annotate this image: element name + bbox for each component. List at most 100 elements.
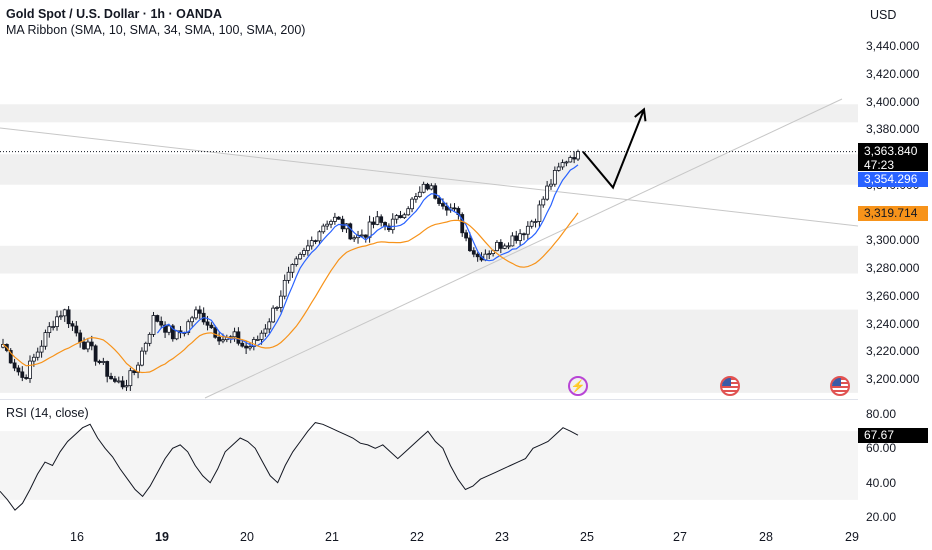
candle-body	[510, 235, 515, 247]
candle	[406, 206, 411, 216]
candle	[105, 360, 110, 383]
candle-body	[352, 237, 357, 240]
current-price-value: 3,363.840	[864, 144, 918, 158]
candle	[398, 210, 403, 219]
candle-body	[340, 218, 345, 230]
candle-body	[209, 324, 214, 329]
price-tick-label: 3,220.000	[866, 344, 920, 359]
candle-body	[28, 360, 32, 379]
price-tick-label: 3,440.000	[866, 39, 920, 53]
candle	[97, 359, 102, 365]
candle-body	[93, 345, 98, 362]
candle-body	[58, 315, 63, 318]
candle	[267, 318, 272, 334]
candle	[410, 197, 414, 213]
rsi-legend[interactable]: RSI (14, close)	[6, 406, 89, 420]
time-tick-label: 20	[240, 530, 254, 544]
candle-body	[16, 367, 21, 373]
candle	[325, 220, 330, 230]
candle	[367, 215, 372, 243]
candle-body	[8, 350, 13, 364]
candle	[55, 310, 59, 331]
candle-body	[205, 321, 210, 326]
candle-body	[371, 221, 376, 225]
candle	[101, 357, 106, 365]
candle-body	[468, 237, 472, 252]
candle-body	[429, 185, 434, 190]
candle	[506, 242, 511, 250]
candle	[93, 344, 98, 366]
currency-label[interactable]: USD	[870, 8, 897, 22]
candle-body	[240, 342, 245, 347]
price-tick-label: 3,240.000	[866, 316, 920, 331]
candle	[47, 322, 52, 338]
candle	[217, 332, 222, 345]
candle-body	[394, 215, 399, 220]
rsi-line	[0, 422, 579, 511]
candle	[248, 342, 252, 351]
candle	[155, 314, 160, 323]
price-tick-label: 3,260.000	[866, 288, 920, 303]
us-flag-event-icon[interactable]	[720, 376, 740, 396]
price-tick-label: 3,400.000	[866, 94, 920, 109]
candle-body	[464, 232, 468, 239]
candle	[124, 379, 129, 391]
candle-body	[414, 196, 418, 200]
candle	[51, 320, 56, 331]
candle	[356, 230, 360, 244]
candle	[359, 229, 364, 237]
candle-body	[433, 185, 438, 199]
candle	[282, 274, 287, 300]
candle	[290, 263, 295, 278]
candle	[402, 212, 407, 219]
candle	[151, 311, 156, 337]
candle	[20, 366, 25, 382]
candle-body	[89, 341, 94, 347]
candle	[128, 367, 133, 391]
candle	[433, 183, 438, 200]
indicator-legend[interactable]: MA Ribbon (SMA, 10, SMA, 34, SMA, 100, S…	[6, 23, 306, 37]
candle	[537, 200, 542, 228]
candle	[564, 160, 569, 167]
candle	[560, 159, 565, 170]
candle-body	[217, 336, 222, 342]
candle-body	[390, 218, 395, 231]
candle	[167, 324, 171, 336]
candle-body	[186, 321, 191, 333]
rsi-current-tag: 67.67	[858, 428, 928, 443]
candle	[120, 376, 125, 390]
candle-body	[197, 309, 202, 314]
candle	[518, 229, 523, 246]
candle-body	[159, 320, 164, 326]
sma10-price-tag: 3,354.296	[858, 172, 928, 187]
candle	[275, 305, 279, 311]
candle-body	[31, 356, 36, 362]
candle-body	[541, 198, 546, 206]
flash-event-icon[interactable]: ⚡	[568, 376, 588, 396]
candle	[332, 212, 337, 225]
candle-body	[309, 240, 314, 247]
candle	[147, 332, 152, 347]
candle-body	[545, 185, 550, 200]
candle	[74, 321, 79, 337]
candle-body	[437, 197, 441, 204]
candle-body	[367, 221, 372, 238]
candle	[340, 215, 345, 233]
candle	[85, 339, 90, 353]
candle	[89, 335, 94, 351]
candle	[556, 162, 561, 172]
candle-body	[271, 307, 276, 323]
descending-trendline	[0, 127, 859, 227]
candle-body	[113, 378, 117, 382]
candle	[375, 211, 380, 226]
price-zone-band	[0, 104, 858, 123]
candle-body	[97, 360, 102, 363]
candle-body	[47, 326, 52, 333]
candle	[143, 341, 148, 355]
us-flag-event-icon[interactable]	[830, 376, 850, 396]
candle	[514, 230, 519, 244]
candle	[502, 243, 507, 250]
candle	[417, 186, 422, 198]
candle-body	[85, 341, 90, 350]
